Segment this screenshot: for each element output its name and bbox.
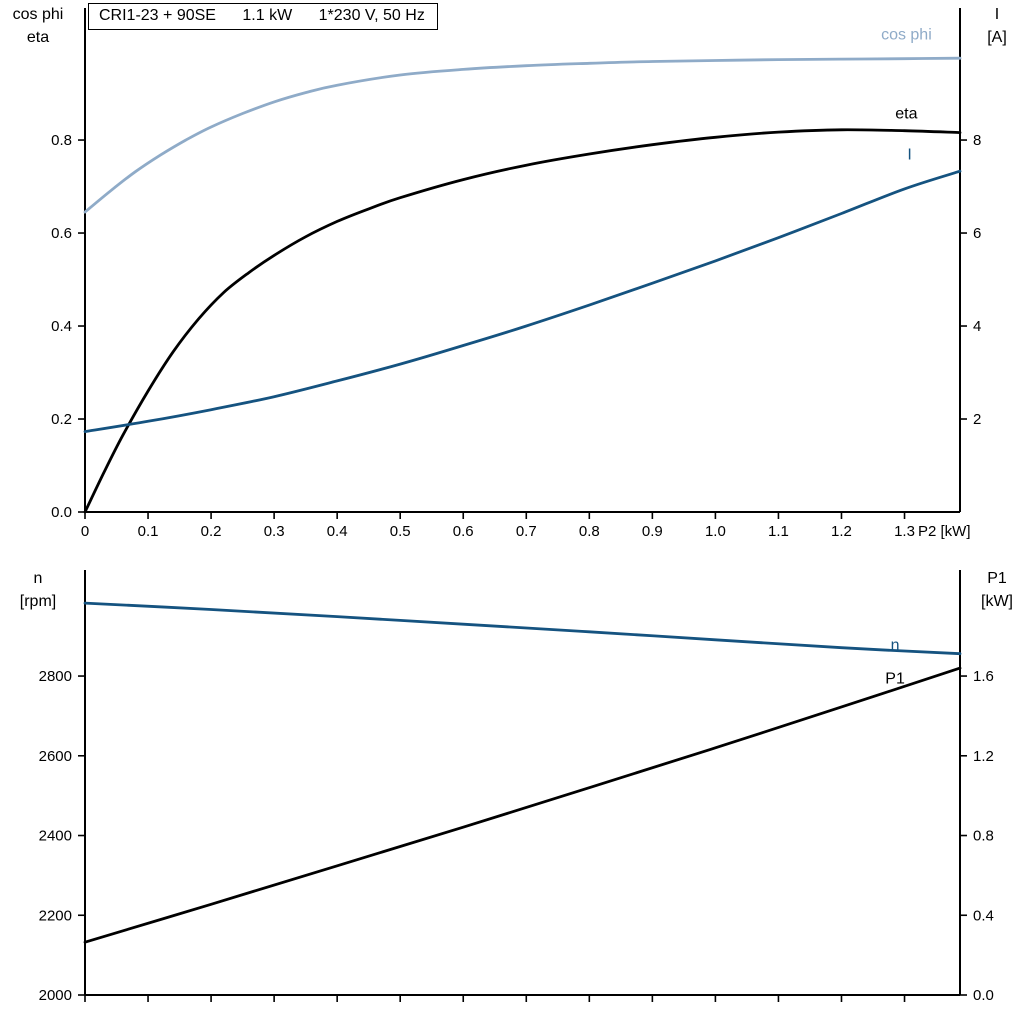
x-tick-label: 0.6: [453, 523, 474, 540]
left-tick-label: 2600: [39, 748, 72, 765]
right-tick-label: 0.0: [973, 987, 994, 1004]
series-curve-eta: [83, 128, 962, 514]
right-axis-ticks: 0.0 0.4 0.8 1.2 1.6: [960, 668, 994, 1004]
series-curve-cos-phi: [83, 56, 962, 214]
x-tick-label: 0.4: [327, 523, 348, 540]
axes: [84, 8, 961, 513]
x-tick-label: 0.1: [138, 523, 159, 540]
left-tick-label: 2800: [39, 668, 72, 685]
x-axis-ticks: 0 0.1 0.2 0.3 0.4 0.5 0.6 0.7 0.8 0.9 1.0 1.1 1.2 1.3…: [81, 512, 971, 540]
pump-model: CRI1-23 + 90SE: [99, 7, 216, 24]
left-tick-label: 0.4: [51, 318, 72, 335]
x-tick-label: 0.5: [390, 523, 411, 540]
series-label-cos-phi: cos phi: [881, 27, 932, 44]
axis-title-p1: P1: [987, 570, 1007, 587]
right-tick-label: 0.8: [973, 828, 994, 845]
bottom-left-axis-title: n [rpm]: [4, 567, 72, 613]
bottom-right-axis-title: P1 [kW]: [972, 567, 1022, 613]
left-tick-label: 2000: [39, 987, 72, 1004]
series-label-n: n: [891, 637, 900, 654]
chart-1: 2000 2200 2400 2600 2800 0.0 0.4 0.8 1.2 1.6 n P1: [39, 570, 994, 1004]
left-axis-ticks: 0.0 0.2 0.4 0.6 0.8: [51, 132, 85, 521]
left-tick-label: 0.0: [51, 504, 72, 521]
axis-title-p1-unit: [kW]: [981, 593, 1013, 610]
left-axis-ticks: 2000 2200 2400 2600 2800: [39, 668, 85, 1004]
right-tick-label: 1.2: [973, 748, 994, 765]
left-tick-label: 2400: [39, 828, 72, 845]
right-tick-label: 6: [973, 225, 981, 242]
right-tick-label: 2: [973, 411, 981, 428]
series-label-p1: P1: [885, 670, 905, 687]
series-label-eta: eta: [895, 106, 917, 123]
x-tick-label: 0.9: [642, 523, 663, 540]
series-label-i: I: [907, 146, 911, 163]
x-tick-label: 0.8: [579, 523, 600, 540]
chart-title-box: CRI1-23 + 90SE 1.1 kW 1*230 V, 50 Hz: [88, 3, 438, 30]
axis-title-current: I: [994, 6, 1000, 23]
series-curve-i: [83, 169, 962, 433]
axis-title-speed: n: [33, 570, 43, 587]
left-tick-label: 0.6: [51, 225, 72, 242]
left-tick-label: 2200: [39, 907, 72, 924]
left-tick-label: 0.2: [51, 411, 72, 428]
right-axis-ticks: 2 4 6 8: [960, 132, 981, 428]
x-tick-label: 0: [81, 523, 89, 540]
x-tick-label: 0.2: [201, 523, 222, 540]
pump-voltage: 1*230 V, 50 Hz: [318, 7, 425, 24]
x-tick-label: 0.7: [516, 523, 537, 540]
top-left-axis-title: cos phi eta: [4, 3, 72, 49]
axis-title-eta: eta: [26, 29, 50, 46]
chart-0: 0 0.1 0.2 0.3 0.4 0.5 0.6 0.7 0.8 0.9 1.0 1.1 1.2 1.3…: [51, 8, 981, 540]
x-axis-ticks: [84, 995, 906, 1002]
right-tick-label: 0.4: [973, 907, 994, 924]
series-curve-n: [83, 601, 962, 656]
axis-title-speed-unit: [rpm]: [19, 593, 57, 610]
axis-title-current-unit: [A]: [987, 29, 1007, 46]
axes: [84, 570, 961, 996]
left-tick-label: 0.8: [51, 132, 72, 149]
x-tick-label: 0.3: [264, 523, 285, 540]
top-right-axis-title: I [A]: [972, 3, 1022, 49]
right-tick-label: 4: [973, 318, 981, 335]
pump-power: 1.1 kW: [242, 7, 293, 24]
x-axis-unit-label: P2 [kW]: [918, 523, 971, 540]
right-tick-label: 8: [973, 132, 981, 149]
axis-title-cos-phi: cos phi: [12, 6, 64, 23]
x-tick-label: 1.3: [894, 523, 915, 540]
x-tick-label: 1.0: [705, 523, 726, 540]
series-curve-p1: [83, 666, 962, 944]
x-tick-label: 1.2: [831, 523, 852, 540]
right-tick-label: 1.6: [973, 668, 994, 685]
x-tick-label: 1.1: [768, 523, 789, 540]
